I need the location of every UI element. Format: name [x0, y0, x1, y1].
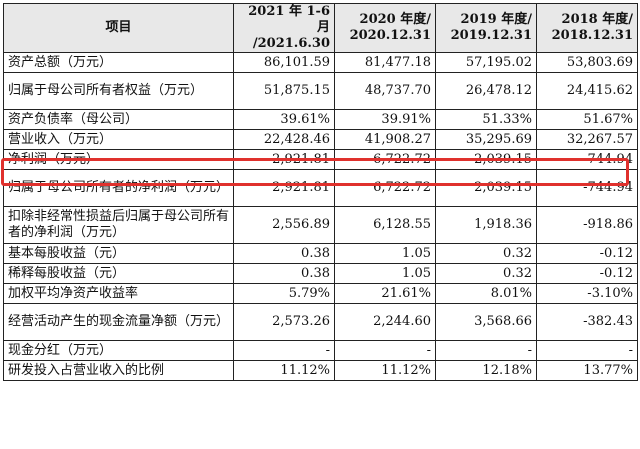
header-row: 项目 2021 年 1-6 月 /2021.6.30 2020 年度/ 2020…	[3, 3, 638, 53]
cell-value: 6,722.72	[334, 149, 436, 170]
cell-value: -	[334, 340, 436, 361]
row-label: 资产总额（万元）	[3, 52, 234, 73]
table-row: 归属于母公司所有者权益（万元） 51,875.15 48,737.70 26,4…	[3, 72, 638, 110]
financial-table: 项目 2021 年 1-6 月 /2021.6.30 2020 年度/ 2020…	[3, 3, 638, 381]
row-label: 现金分红（万元）	[3, 340, 234, 361]
cell-value: 1.05	[334, 243, 436, 264]
cell-value: -	[435, 340, 537, 361]
cell-value: 13.77%	[536, 360, 638, 381]
cell-value: 26,478.12	[435, 72, 537, 110]
cell-value: 32,267.57	[536, 129, 638, 150]
row-label: 营业收入（万元）	[3, 129, 234, 150]
row-label: 稀释每股收益（元）	[3, 263, 234, 284]
cell-value: -3.10%	[536, 283, 638, 304]
cell-value: 2,573.26	[233, 303, 335, 341]
cell-value: 81,477.18	[334, 52, 436, 73]
table-row: 研发投入占营业收入的比例 11.12% 11.12% 12.18% 13.77%	[3, 360, 638, 381]
cell-value: 6,128.55	[334, 206, 436, 244]
cell-value: 39.61%	[233, 109, 335, 130]
table-row: 营业收入（万元） 22,428.46 41,908.27 35,295.69 3…	[3, 129, 638, 150]
cell-value: 0.32	[435, 263, 537, 284]
cell-value: 39.91%	[334, 109, 436, 130]
cell-value: 3,568.66	[435, 303, 537, 341]
cell-value: 2,039.15	[435, 169, 537, 207]
row-label: 基本每股收益（元）	[3, 243, 234, 264]
cell-value: 41,908.27	[334, 129, 436, 150]
cell-value: 86,101.59	[233, 52, 335, 73]
row-label: 归属于母公司所有者的净利润（万元）	[3, 169, 234, 207]
cell-value: 11.12%	[233, 360, 335, 381]
cell-value: 1.05	[334, 263, 436, 284]
cell-value: 2,039.15	[435, 149, 537, 170]
row-label: 净利润（万元）	[3, 149, 234, 170]
cell-value: -0.12	[536, 243, 638, 264]
cell-value: -	[536, 340, 638, 361]
table-row: 归属于母公司所有者的净利润（万元） 2,921.81 6,722.72 2,03…	[3, 169, 638, 207]
cell-value: 11.12%	[334, 360, 436, 381]
cell-value: 5.79%	[233, 283, 335, 304]
header-2021h1: 2021 年 1-6 月 /2021.6.30	[233, 3, 335, 53]
table-row: 资产负债率（母公司） 39.61% 39.91% 51.33% 51.67%	[3, 109, 638, 130]
cell-value: -0.12	[536, 263, 638, 284]
row-label: 加权平均净资产收益率	[3, 283, 234, 304]
cell-value: 2,921.81	[233, 149, 335, 170]
cell-value: 57,195.02	[435, 52, 537, 73]
cell-value: 2,921.81	[233, 169, 335, 207]
cell-value: 6,722.72	[334, 169, 436, 207]
cell-value: 21.61%	[334, 283, 436, 304]
cell-value: -	[233, 340, 335, 361]
cell-value: 51.33%	[435, 109, 537, 130]
cell-value: 12.18%	[435, 360, 537, 381]
cell-value: 51,875.15	[233, 72, 335, 110]
cell-value: 2,244.60	[334, 303, 436, 341]
header-item: 项目	[3, 3, 234, 53]
row-label: 资产负债率（母公司）	[3, 109, 234, 130]
table-row: 资产总额（万元） 86,101.59 81,477.18 57,195.02 5…	[3, 52, 638, 73]
cell-value: 8.01%	[435, 283, 537, 304]
cell-value: -918.86	[536, 206, 638, 244]
cell-value: -382.43	[536, 303, 638, 341]
table-row: 扣除非经常性损益后归属于母公司所有者的净利润（万元） 2,556.89 6,12…	[3, 206, 638, 244]
header-2018: 2018 年度/ 2018.12.31	[536, 3, 638, 53]
table-row: 基本每股收益（元） 0.38 1.05 0.32 -0.12	[3, 243, 638, 264]
table-row: 稀释每股收益（元） 0.38 1.05 0.32 -0.12	[3, 263, 638, 284]
header-2019: 2019 年度/ 2019.12.31	[435, 3, 537, 53]
cell-value: 1,918.36	[435, 206, 537, 244]
header-2020: 2020 年度/ 2020.12.31	[334, 3, 436, 53]
row-label: 归属于母公司所有者权益（万元）	[3, 72, 234, 110]
table-row: 经营活动产生的现金流量净额（万元） 2,573.26 2,244.60 3,56…	[3, 303, 638, 341]
cell-value: 0.38	[233, 243, 335, 264]
row-label: 经营活动产生的现金流量净额（万元）	[3, 303, 234, 341]
table-row: 加权平均净资产收益率 5.79% 21.61% 8.01% -3.10%	[3, 283, 638, 304]
row-label: 扣除非经常性损益后归属于母公司所有者的净利润（万元）	[3, 206, 234, 244]
cell-value: -744.94	[536, 149, 638, 170]
cell-value: -744.94	[536, 169, 638, 207]
cell-value: 48,737.70	[334, 72, 436, 110]
cell-value: 0.38	[233, 263, 335, 284]
cell-value: 22,428.46	[233, 129, 335, 150]
cell-value: 35,295.69	[435, 129, 537, 150]
cell-value: 51.67%	[536, 109, 638, 130]
row-label: 研发投入占营业收入的比例	[3, 360, 234, 381]
table-row-net-profit: 净利润（万元） 2,921.81 6,722.72 2,039.15 -744.…	[3, 149, 638, 170]
table-row: 现金分红（万元） - - - -	[3, 340, 638, 361]
cell-value: 53,803.69	[536, 52, 638, 73]
cell-value: 2,556.89	[233, 206, 335, 244]
cell-value: 0.32	[435, 243, 537, 264]
cell-value: 24,415.62	[536, 72, 638, 110]
